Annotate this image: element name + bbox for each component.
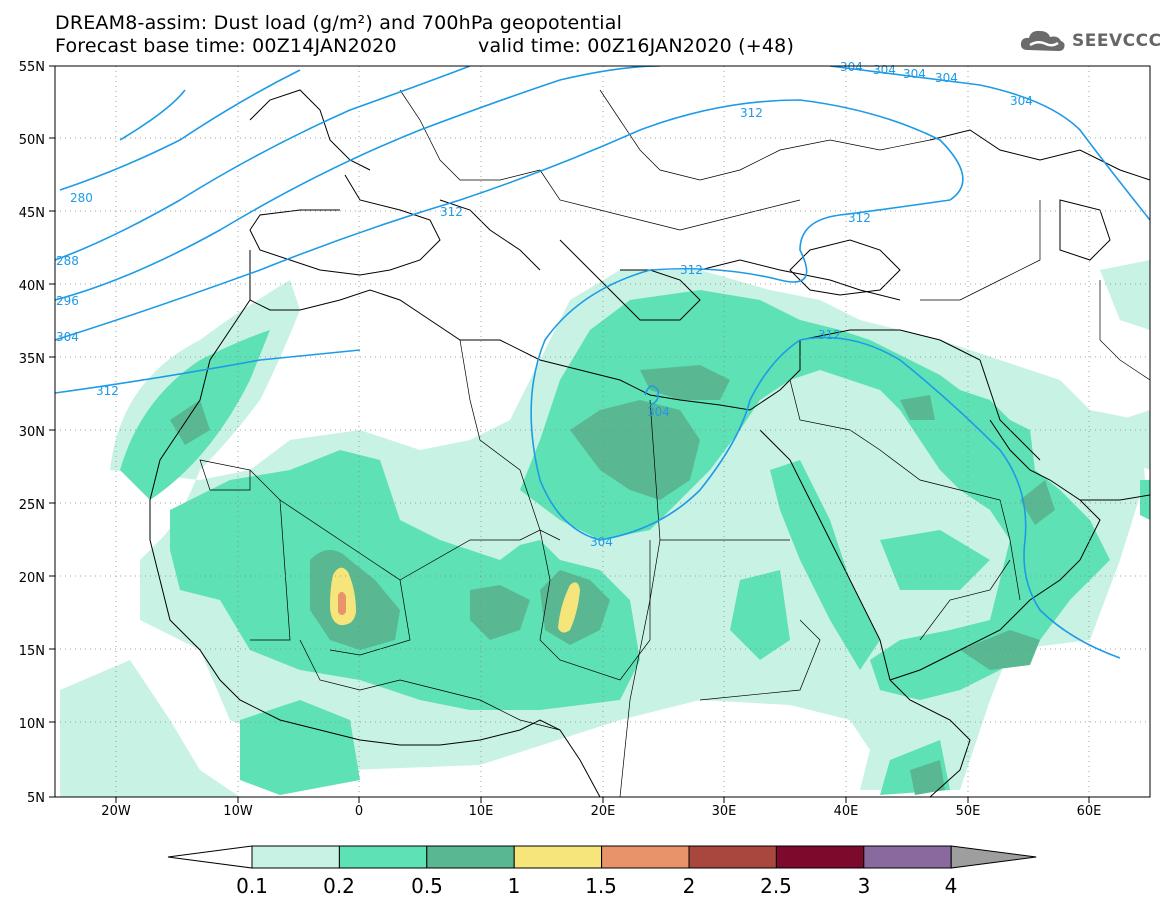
contour-label: 288 bbox=[56, 254, 79, 268]
contour-label: 312 bbox=[440, 205, 463, 219]
colorbar-swatch bbox=[338, 845, 428, 869]
lon-tick-label: 30E bbox=[712, 804, 737, 819]
lon-tick-label: 10W bbox=[223, 804, 253, 819]
contour-label: 312 bbox=[740, 106, 763, 120]
colorbar-label: 1.5 bbox=[585, 874, 617, 898]
colorbar-label: 2.5 bbox=[760, 874, 792, 898]
country-borders bbox=[199, 89, 1150, 797]
forecast-base-time: Forecast base time: 00Z14JAN2020 bbox=[55, 35, 397, 57]
contour-label: 312 bbox=[818, 328, 841, 342]
lon-tick-label: 60E bbox=[1077, 804, 1102, 819]
lon-tick-label: 20W bbox=[101, 804, 131, 819]
contour-label: 304 bbox=[56, 330, 79, 344]
colorbar-swatch bbox=[863, 845, 952, 869]
contour-label: 312 bbox=[96, 384, 119, 398]
lon-tick-label: 40E bbox=[834, 804, 859, 819]
lon-tick-label: 20E bbox=[591, 804, 616, 819]
lat-tick-label: 15N bbox=[19, 644, 45, 659]
colorbar-label: 3 bbox=[858, 874, 871, 898]
colorbar-label: 1 bbox=[508, 874, 521, 898]
colorbar-swatch bbox=[251, 845, 340, 869]
lat-tick-label: 45N bbox=[19, 206, 45, 221]
colorbar bbox=[167, 845, 1037, 869]
lat-tick-label: 20N bbox=[19, 571, 45, 586]
lat-tick-label: 55N bbox=[19, 60, 45, 75]
lon-tick-label: 50E bbox=[956, 804, 981, 819]
colorbar-label: 0.2 bbox=[323, 874, 355, 898]
dust-load-field bbox=[60, 260, 1150, 797]
seevccc-logo: SEEVCCC bbox=[1018, 26, 1162, 56]
colorbar-label: 0.5 bbox=[411, 874, 443, 898]
lat-tick-label: 35N bbox=[19, 352, 45, 367]
contour-label: 304 bbox=[590, 535, 613, 549]
colorbar-arrow-low bbox=[167, 845, 253, 869]
colorbar-arrow-high bbox=[950, 845, 1037, 869]
lon-tick-label: 10E bbox=[469, 804, 494, 819]
colorbar-label: 2 bbox=[683, 874, 696, 898]
contour-label: 296 bbox=[56, 294, 79, 308]
contour-label: 304 bbox=[935, 71, 958, 85]
cloud-icon bbox=[1020, 30, 1065, 51]
longitude-labels: 20W 10W 0 10E 20E 30E 40E 50E 60E bbox=[101, 804, 1101, 819]
lat-tick-label: 30N bbox=[19, 425, 45, 440]
lat-tick-label: 50N bbox=[19, 133, 45, 148]
graticule bbox=[55, 66, 1150, 797]
colorbar-swatch bbox=[775, 845, 865, 869]
colorbar-label: 4 bbox=[945, 874, 958, 898]
contour-label: 280 bbox=[70, 191, 93, 205]
lat-tick-label: 40N bbox=[19, 279, 45, 294]
contour-label: 304 bbox=[840, 60, 863, 74]
colorbar-labels: 0.1 0.2 0.5 1 1.5 2 2.5 3 4 bbox=[236, 874, 957, 898]
dust-level-1-5 bbox=[338, 591, 346, 615]
map-title: DREAM8-assim: Dust load (g/m²) and 700hP… bbox=[55, 12, 623, 34]
valid-time: valid time: 00Z16JAN2020 (+48) bbox=[478, 35, 795, 57]
lat-tick-label: 25N bbox=[19, 498, 45, 513]
axis-ticks bbox=[49, 65, 1090, 803]
colorbar-label: 0.1 bbox=[236, 874, 268, 898]
contour-label: 304 bbox=[873, 63, 896, 77]
lat-tick-label: 5N bbox=[27, 791, 45, 806]
colorbar-swatch bbox=[426, 845, 515, 869]
colorbar-swatch bbox=[688, 845, 777, 869]
contour-label: 312 bbox=[680, 263, 703, 277]
contour-label: 304 bbox=[647, 405, 670, 419]
geopotential-contours bbox=[55, 66, 1150, 659]
contour-label-group: 280 288 296 304 312 312 312 312 312 312 … bbox=[56, 60, 1033, 549]
contour-label: 304 bbox=[903, 67, 926, 81]
colorbar-swatch bbox=[513, 845, 603, 869]
logo-text: SEEVCCC bbox=[1072, 31, 1162, 51]
latitude-labels: 55N 50N 45N 40N 35N 30N 25N 20N 15N 10N … bbox=[19, 60, 45, 806]
colorbar-swatch bbox=[601, 845, 690, 869]
lon-tick-label: 0 bbox=[355, 804, 363, 819]
lat-tick-label: 10N bbox=[19, 717, 45, 732]
contour-label: 312 bbox=[848, 211, 871, 225]
contour-label: 304 bbox=[1010, 94, 1033, 108]
